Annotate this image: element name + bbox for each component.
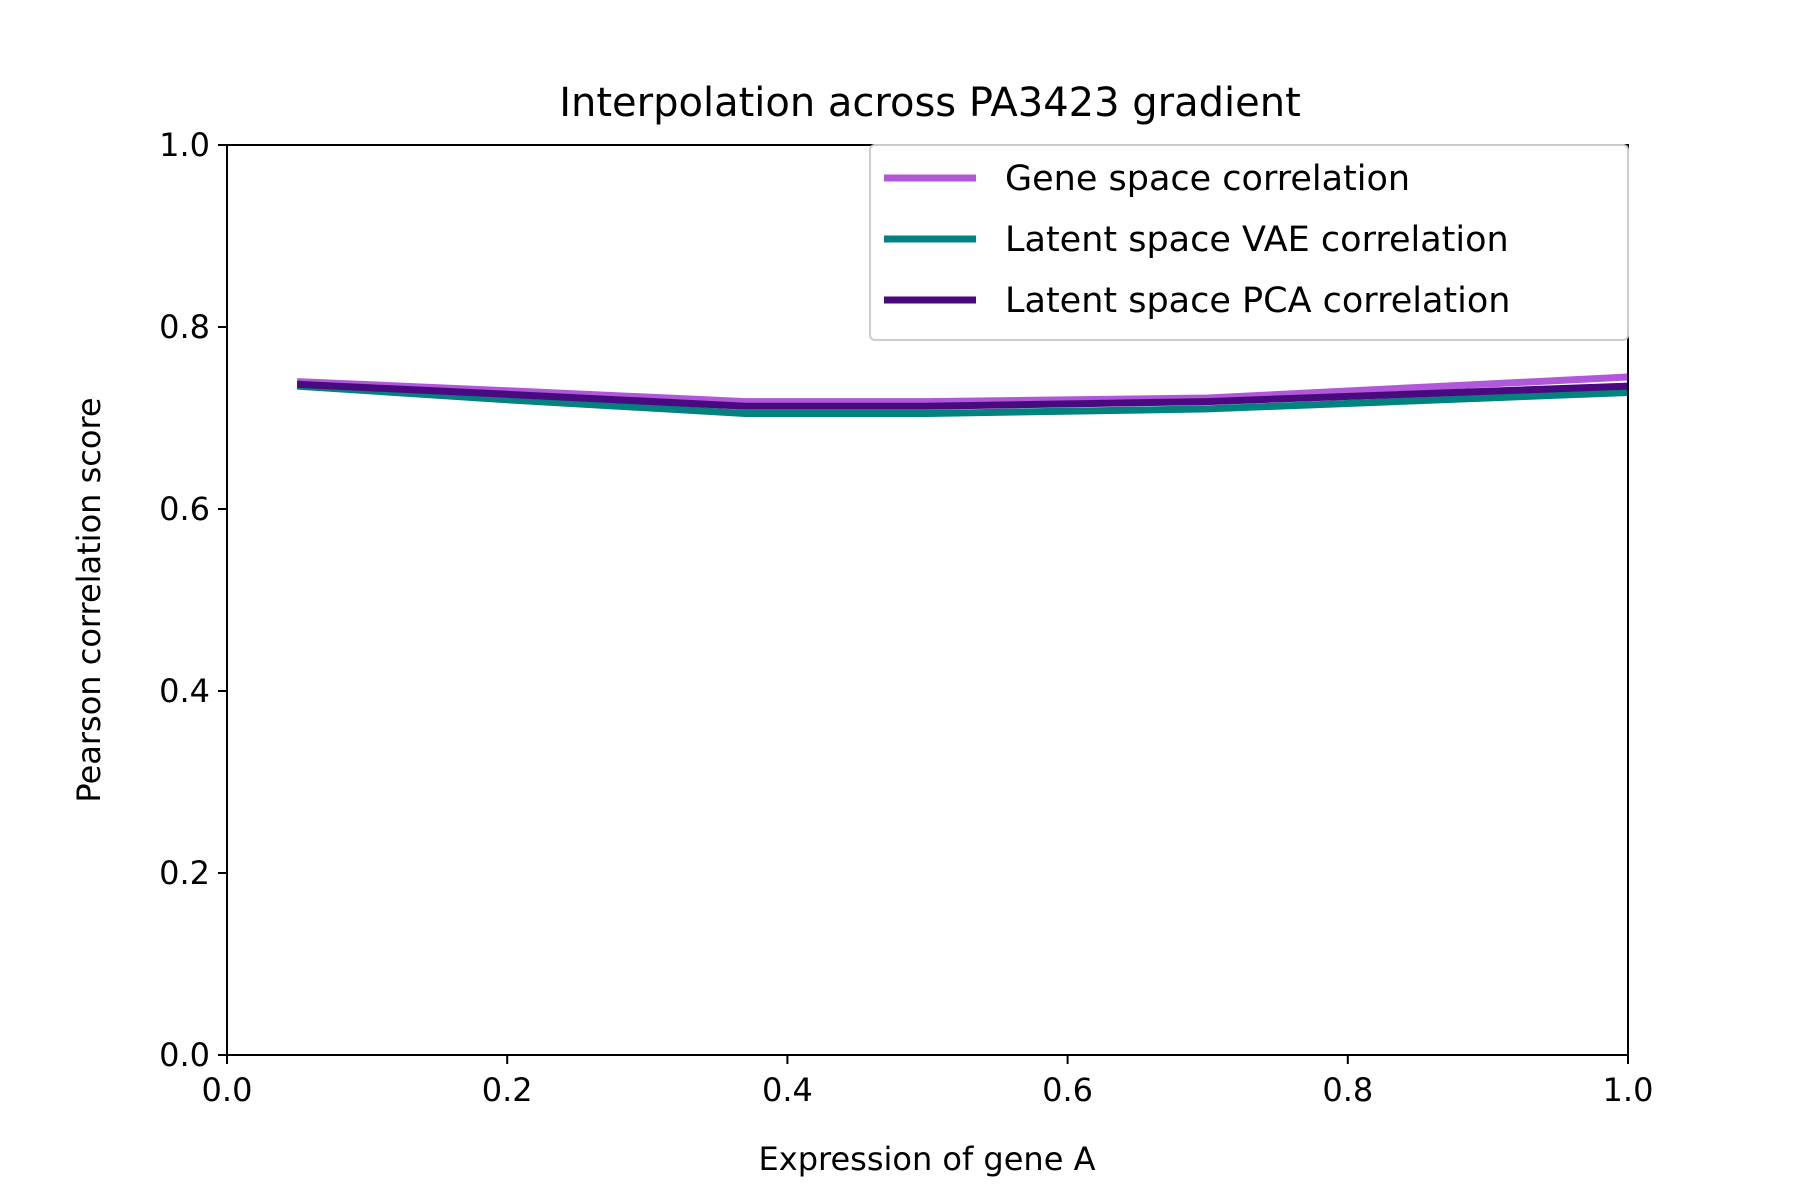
y-tick-label: 0.4 (159, 672, 210, 710)
legend-label: Latent space PCA correlation (1005, 281, 1510, 321)
series-line-3 (296, 380, 1629, 410)
series-line-2 (296, 382, 1629, 417)
y-tick-label: 0.8 (159, 308, 210, 346)
chart-title: Interpolation across PA3423 gradient (559, 80, 1301, 126)
x-tick-label: 0.8 (1322, 1071, 1373, 1109)
y-tick-label: 0.2 (159, 854, 210, 892)
x-tick-label: 1.0 (1603, 1071, 1654, 1109)
x-axis-ticks: 0.0 0.2 0.4 0.6 0.8 1.0 (202, 1055, 1654, 1109)
y-axis-label: Pearson correlation score (70, 397, 108, 802)
y-tick-label: 1.0 (159, 126, 210, 164)
x-tick-label: 0.0 (202, 1071, 253, 1109)
y-tick-label: 0.6 (159, 490, 210, 528)
legend-label: Latent space VAE correlation (1005, 220, 1509, 260)
legend-label: Gene space correlation (1005, 159, 1410, 199)
legend-box (869, 144, 1629, 341)
y-tick-label: 0.0 (159, 1036, 210, 1074)
x-tick-label: 0.4 (762, 1071, 813, 1109)
legend: Gene space correlation Latent space VAE c… (869, 144, 1629, 341)
x-tick-label: 0.6 (1042, 1071, 1093, 1109)
x-axis-label: Expression of gene A (759, 1140, 1096, 1178)
x-tick-label: 0.2 (482, 1071, 533, 1109)
y-axis-ticks: 0.0 0.2 0.4 0.6 0.8 1.0 (159, 126, 227, 1074)
plot-lines (296, 373, 1629, 417)
legend-items: Gene space correlation Latent space VAE c… (884, 159, 1510, 321)
